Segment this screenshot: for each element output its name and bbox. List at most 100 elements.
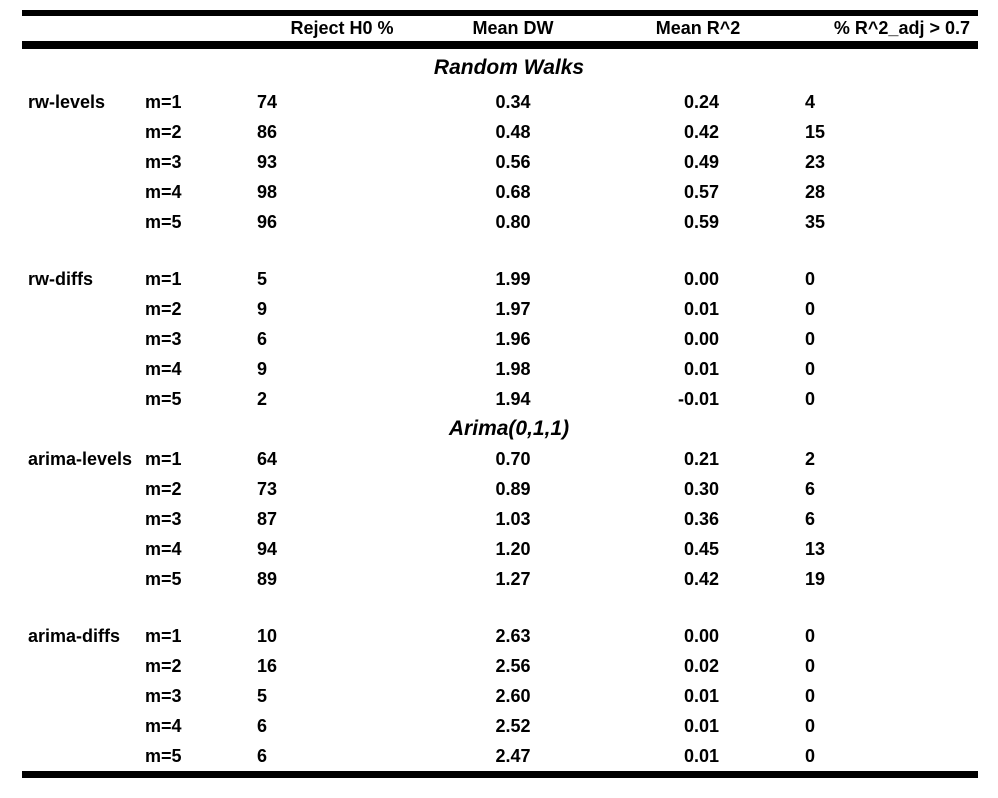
mean-r2-value: 0.01 [683,745,719,766]
section-title: Random Walks [433,56,585,79]
table-row: m=3 93 0.56 0.49 23 [22,147,978,177]
reject-h0-value: 6 [257,328,268,349]
reject-h0-value: 2 [257,388,268,409]
mean-r2-value: 0.01 [683,358,719,379]
reject-h0-value: 96 [257,211,278,232]
reject-h0-value: 16 [257,655,278,676]
r2adj-value: 28 [805,181,826,202]
mean-dw-value: 2.47 [495,745,531,766]
table-row: m=3 87 1.03 0.36 6 [22,504,978,534]
mean-dw-value: 0.34 [495,91,531,112]
m-label: m=4 [145,358,182,379]
column-header-r2adj: % R^2_adj > 0.7 [833,18,970,38]
mean-dw-value: 2.52 [495,715,531,736]
reject-h0-value: 93 [257,151,278,172]
reject-h0-value: 89 [257,568,278,589]
reject-h0-value: 9 [257,298,268,319]
r2adj-value: 19 [805,568,826,589]
mean-r2-value: 0.00 [683,268,719,289]
section-title: Arima(0,1,1) [448,417,570,440]
mean-r2-value: 0.00 [683,328,719,349]
table-row: m=4 9 1.98 0.01 0 [22,354,978,384]
m-label: m=4 [145,181,182,202]
table-row: m=2 16 2.56 0.02 0 [22,651,978,681]
mean-dw-value: 1.98 [495,358,531,379]
r2adj-value: 0 [805,298,816,319]
reject-h0-value: 10 [257,625,278,646]
mean-dw-value: 1.97 [495,298,531,319]
m-label: m=2 [145,478,182,499]
mean-dw-value: 1.03 [495,508,531,529]
table-header-rule [22,41,978,49]
mean-dw-value: 2.60 [495,685,531,706]
reject-h0-value: 5 [257,685,268,706]
group-label: arima-diffs [28,625,121,646]
table-bottom-rule [22,771,978,778]
table-row: m=4 94 1.20 0.45 13 [22,534,978,564]
group-label: arima-levels [28,448,133,469]
mean-dw-value: 1.94 [495,388,531,409]
r2adj-value: 0 [805,625,816,646]
mean-r2-value: 0.01 [683,685,719,706]
mean-dw-value: 0.48 [495,121,531,142]
m-label: m=1 [145,625,182,646]
mean-r2-value: 0.49 [683,151,719,172]
reject-h0-value: 6 [257,745,268,766]
table-row: m=5 6 2.47 0.01 0 [22,741,978,771]
mean-dw-value: 1.96 [495,328,531,349]
mean-dw-value: 2.56 [495,655,531,676]
r2adj-value: 4 [805,91,816,112]
m-label: m=5 [145,568,182,589]
table-row: m=4 6 2.52 0.01 0 [22,711,978,741]
table-row: rw-diffs m=1 5 1.99 0.00 0 [22,264,978,294]
mean-r2-value: 0.36 [683,508,719,529]
group-label: rw-diffs [28,268,93,289]
r2adj-value: 35 [805,211,826,232]
mean-r2-value: 0.01 [683,715,719,736]
reject-h0-value: 74 [257,91,278,112]
m-label: m=3 [145,328,182,349]
r2adj-value: 15 [805,121,826,142]
reject-h0-value: 5 [257,268,268,289]
table-row: m=2 9 1.97 0.01 0 [22,294,978,324]
r2adj-value: 0 [805,358,816,379]
mean-dw-value: 2.63 [495,625,531,646]
m-label: m=1 [145,268,182,289]
table-row: m=3 6 1.96 0.00 0 [22,324,978,354]
group-spacer [22,594,978,621]
m-label: m=3 [145,508,182,529]
table-header-row: Reject H0 % Mean DW Mean R^2 % R^2_adj >… [22,16,978,41]
group-label: rw-levels [28,91,106,112]
m-label: m=1 [145,448,182,469]
results-table: Reject H0 % Mean DW Mean R^2 % R^2_adj >… [22,10,978,778]
table-row: arima-levels m=1 64 0.70 0.21 2 [22,444,978,474]
mean-dw-value: 0.70 [495,448,531,469]
column-header-mean-r2: Mean R^2 [655,18,741,38]
mean-r2-value: 0.57 [683,181,719,202]
r2adj-value: 0 [805,268,816,289]
reject-h0-value: 64 [257,448,278,469]
r2adj-value: 6 [805,508,816,529]
reject-h0-value: 98 [257,181,278,202]
table-top-rule [22,10,978,16]
r2adj-value: 0 [805,655,816,676]
column-header-mean-dw: Mean DW [472,18,554,38]
table-row: m=5 89 1.27 0.42 19 [22,564,978,594]
r2adj-value: 2 [805,448,816,469]
table-body: Random Walks rw-levels m=1 74 0.34 0.24 … [22,49,978,771]
mean-dw-value: 1.27 [495,568,531,589]
r2adj-value: 23 [805,151,826,172]
r2adj-value: 0 [805,715,816,736]
table-row: m=2 86 0.48 0.42 15 [22,117,978,147]
r2adj-value: 13 [805,538,826,559]
mean-r2-value: 0.42 [683,121,719,142]
table-row: arima-diffs m=1 10 2.63 0.00 0 [22,621,978,651]
mean-dw-value: 0.68 [495,181,531,202]
table-row: m=2 73 0.89 0.30 6 [22,474,978,504]
mean-dw-value: 0.89 [495,478,531,499]
table-row: m=3 5 2.60 0.01 0 [22,681,978,711]
group-spacer [22,237,978,264]
mean-r2-value: 0.59 [683,211,719,232]
reject-h0-value: 87 [257,508,278,529]
table-row: m=5 96 0.80 0.59 35 [22,207,978,237]
